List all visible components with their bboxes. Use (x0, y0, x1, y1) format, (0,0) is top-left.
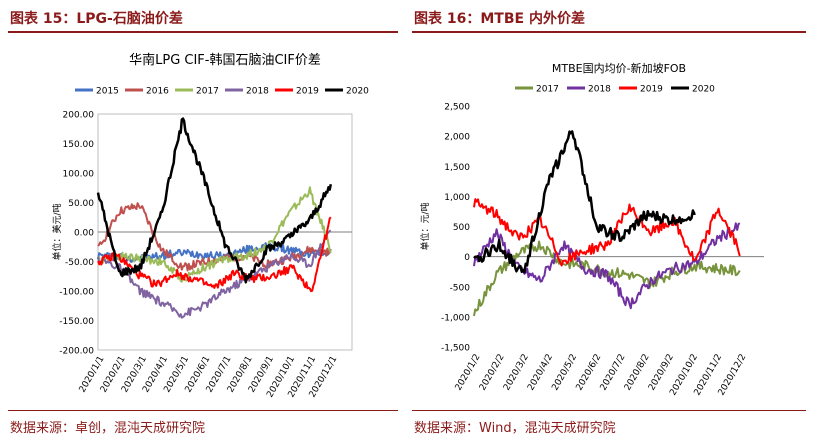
figure-title-left: 图表 15：LPG-石脑油价差 (10, 11, 183, 27)
y-axis-label: 单位：美元/吨 (51, 203, 63, 260)
source-right: 数据来源：Wind，混沌天成研究院 (414, 421, 616, 436)
series-line-2020 (473, 130, 696, 274)
chart-title: 华南LPG CIF-韩国石脑油CIF价差 (129, 52, 321, 68)
legend-label-2017: 2017 (196, 87, 219, 97)
series-line-2020 (96, 117, 333, 284)
series-line-2016 (97, 202, 332, 272)
y-tick-label: 200.00 (63, 111, 95, 121)
legend-label-2019: 2019 (296, 87, 319, 97)
figure-title-right: 图表 16：MTBE 内外价差 (414, 11, 585, 27)
y-tick-label: -200.00 (59, 347, 94, 357)
title-rule-left (8, 31, 398, 33)
y-tick-label: -1,000 (441, 313, 470, 323)
y-tick-label: 150.00 (63, 140, 95, 150)
legend-label-2020: 2020 (692, 85, 715, 95)
chart-title: MTBE国内均价-新加坡FOB (552, 61, 686, 75)
legend-label-2018: 2018 (588, 85, 611, 95)
y-tick-label: 0.00 (74, 229, 94, 239)
series-line-2019 (473, 198, 741, 267)
y-tick-label: 500 (453, 223, 470, 233)
y-tick-label: 1,500 (444, 163, 470, 173)
bottom-rule-left (8, 410, 398, 411)
y-tick-label: -150.00 (59, 317, 94, 327)
mtbe-spread-chart: MTBE国内均价-新加坡FOB 2017 2018 2019 2020 2,500 2,00… (419, 61, 764, 397)
y-tick-label: 2,000 (444, 133, 470, 143)
y-tick-label: -1,500 (441, 344, 470, 354)
y-tick-label: -500 (450, 283, 471, 293)
legend-label-2017: 2017 (536, 85, 559, 95)
y-tick-label: 50.00 (68, 199, 94, 209)
y-tick-label: -100.00 (59, 288, 94, 298)
bottom-rule-right (412, 410, 806, 411)
legend-label-2019: 2019 (640, 85, 663, 95)
y-tick-label: 100.00 (63, 170, 95, 180)
title-rule-right (412, 31, 806, 33)
series-line-2017 (97, 186, 332, 283)
legend-label-2018: 2018 (246, 87, 269, 97)
legend-label-2015: 2015 (96, 87, 119, 97)
y-tick-label: 1,000 (444, 193, 470, 203)
legend-label-2016: 2016 (146, 87, 169, 97)
series-line-2019 (97, 216, 332, 293)
y-tick-label: 0 (464, 253, 470, 263)
y-tick-label: -50.00 (65, 258, 94, 268)
y-axis-label: 单位：元/吨 (419, 202, 431, 250)
source-left: 数据来源：卓创，混沌天成研究院 (10, 421, 206, 436)
series-line-2018 (97, 229, 332, 319)
legend-label-2020: 2020 (346, 87, 369, 97)
y-tick-label: 2,500 (444, 103, 470, 113)
lpg-naphtha-chart: 华南LPG CIF-韩国石脑油CIF价差 2015 2016 2017 2018 2019… (51, 52, 369, 399)
